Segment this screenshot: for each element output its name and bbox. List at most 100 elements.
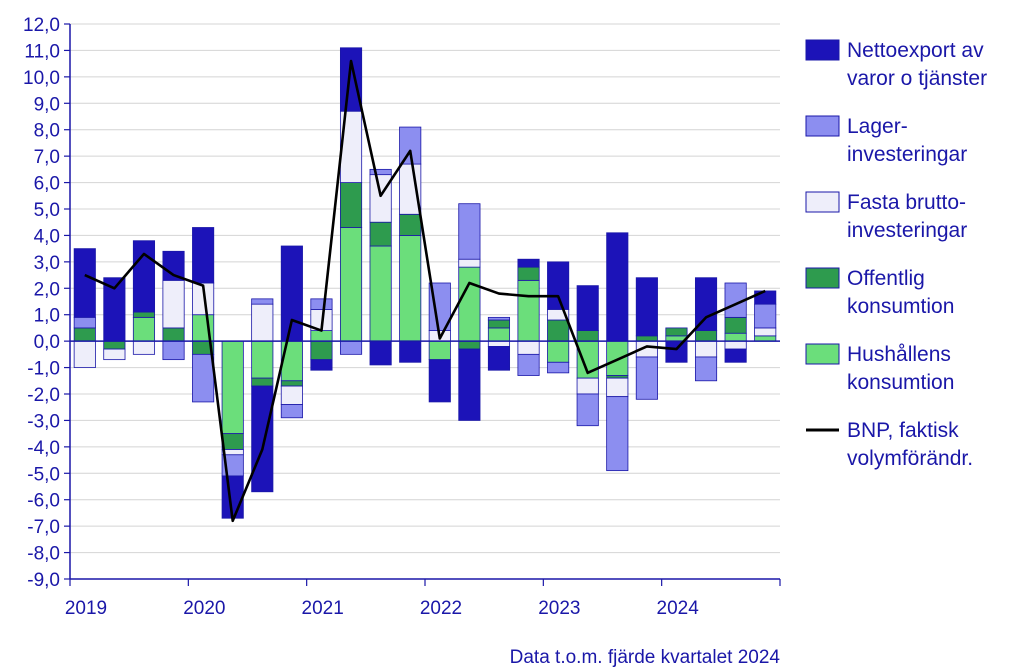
- bar-segment-netto: [310, 359, 333, 371]
- legend-label-bnp: volymförändr.: [847, 447, 973, 470]
- bar-segment-hush: [487, 327, 511, 342]
- legend-swatch-netto: [805, 39, 840, 61]
- bar-segment-off: [73, 327, 96, 342]
- bar-segment-lager: [754, 303, 777, 329]
- y-tick-label: 10,0: [23, 68, 60, 89]
- y-tick-label: 7,0: [34, 147, 60, 168]
- y-tick-label: 9,0: [34, 94, 60, 115]
- bar-segment-netto: [73, 248, 96, 318]
- bar-segment-lager: [339, 340, 363, 355]
- bar-segment-netto: [635, 277, 658, 337]
- bar-segment-hush: [724, 332, 747, 342]
- bar-segment-lager: [576, 393, 599, 427]
- bar-segment-lager: [73, 316, 96, 329]
- y-tick-label: 11,0: [24, 41, 60, 62]
- bar-segment-fasta: [162, 279, 185, 329]
- bar-segment-fasta: [517, 340, 540, 355]
- bar-segment-lager: [517, 353, 540, 376]
- bar-segment-fasta: [280, 385, 303, 405]
- y-tick-label: 5,0: [34, 200, 60, 221]
- y-tick-label: -7,0: [27, 517, 60, 538]
- bar-segment-lager: [547, 361, 570, 374]
- y-tick-label: 2,0: [34, 279, 60, 300]
- legend-label-netto: Nettoexport av: [847, 39, 984, 62]
- bar-segment-fasta: [399, 163, 422, 215]
- bar-segment-netto: [694, 277, 718, 331]
- bar-segment-off: [310, 340, 333, 361]
- legend-swatch-hush: [805, 343, 840, 365]
- y-tick-label: -5,0: [27, 464, 60, 485]
- bar-segment-fasta: [251, 303, 274, 342]
- bar-segment-off: [547, 319, 570, 342]
- y-tick-labels: 12,0 11,0 10,0 9,0 8,0 7,0 6,0 5,0 4,0 3,0 2,0 1,0 0…: [23, 15, 60, 591]
- bar-segment-netto: [192, 227, 215, 284]
- bar-segment-hush: [339, 227, 363, 342]
- bar-segment-hush: [517, 279, 540, 342]
- bar-segment-fasta: [132, 340, 156, 355]
- bar-segment-lager: [487, 316, 511, 321]
- source-note: Data t.o.m. fjärde kvartalet 2024: [510, 647, 781, 668]
- y-tick-label: -4,0: [27, 438, 60, 459]
- bar-segment-hush: [458, 266, 481, 342]
- bar-segment-off: [399, 213, 422, 236]
- x-tick-label: 2019: [65, 598, 107, 619]
- bar-segment-lager: [310, 298, 333, 310]
- x-tick-label: 2020: [183, 598, 225, 619]
- bar-segment-off: [132, 311, 156, 318]
- bar-segment-netto: [576, 285, 599, 331]
- bar-segment-lager: [369, 168, 392, 176]
- y-tick-label: 1,0: [34, 306, 60, 327]
- bar-segment-netto: [162, 250, 185, 281]
- y-tick-label: -2,0: [27, 385, 60, 406]
- bar-segment-hush: [369, 245, 392, 342]
- bar-segment-netto: [458, 348, 481, 421]
- y-tick-label: 3,0: [34, 253, 60, 274]
- bar-segment-off: [517, 266, 540, 281]
- bar-segment-lager: [192, 353, 215, 403]
- gridlines: [70, 23, 780, 580]
- bar-segment-fasta: [694, 340, 718, 358]
- bar-segment-lager: [635, 356, 658, 400]
- bar-segment-netto: [339, 47, 363, 112]
- x-tick-label: 2021: [302, 598, 344, 619]
- y-tick-label: -9,0: [27, 570, 60, 591]
- y-tick-label: 12,0: [23, 15, 60, 36]
- bar-segment-off: [487, 319, 511, 329]
- axes: [64, 23, 781, 586]
- bar-segment-lager: [458, 203, 481, 260]
- y-tick-label: -1,0: [27, 359, 60, 380]
- legend-label-fasta: investeringar: [847, 219, 967, 242]
- bar-segment-netto: [606, 232, 629, 342]
- bar-segment-fasta: [606, 377, 629, 398]
- bar-segment-off: [280, 380, 303, 387]
- bar-segment-lager: [280, 404, 303, 419]
- bars: [73, 47, 777, 519]
- legend-label-lager: Lager-: [847, 115, 908, 138]
- bar-segment-off: [103, 340, 126, 350]
- bnp-line: [84, 59, 766, 523]
- x-tick-label: 2024: [657, 598, 700, 619]
- bar-segment-fasta: [724, 340, 747, 350]
- bar-segment-fasta: [73, 340, 96, 368]
- bar-segment-netto: [369, 340, 392, 366]
- legend-swatch-off: [805, 267, 840, 289]
- bar-segment-fasta: [754, 327, 777, 337]
- bar-segment-hush: [547, 340, 570, 363]
- bar-segment-hush: [399, 235, 422, 342]
- legend-label-bnp: BNP, faktisk: [847, 419, 959, 442]
- y-tick-label: 0,0: [34, 332, 60, 353]
- bar-segment-netto: [724, 348, 747, 363]
- bar-segment-netto: [487, 346, 511, 371]
- legend-swatch-fasta: [805, 191, 840, 213]
- bnp-line-path: [84, 59, 766, 523]
- bar-segment-fasta: [103, 348, 126, 361]
- legend-label-off: Offentlig: [847, 267, 925, 290]
- legend: Nettoexport av varor o tjänster Lager-inve…: [805, 39, 987, 470]
- bar-segment-off: [724, 316, 747, 334]
- y-tick-label: 4,0: [34, 226, 60, 247]
- legend-label-fasta: Fasta brutto-: [847, 191, 966, 214]
- bar-segment-netto: [399, 340, 422, 363]
- bar-segment-hush: [754, 335, 777, 342]
- legend-swatch-lager: [805, 115, 840, 137]
- x-tick-labels: 2019 2020 2021 2022 2023 2024: [65, 598, 699, 619]
